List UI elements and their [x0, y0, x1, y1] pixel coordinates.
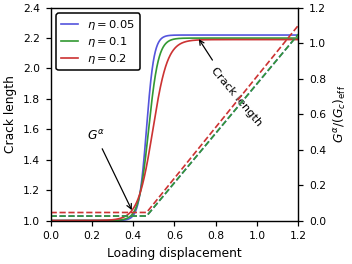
$\eta = 0.1$ [291, 36, 296, 40]
Line: $\eta = 0.1$: $\eta = 0.1$ [51, 38, 298, 220]
Y-axis label: Crack length: Crack length [4, 75, 17, 153]
Text: $G^\alpha$: $G^\alpha$ [87, 129, 131, 209]
$\eta = 0.05$ [144, 139, 148, 142]
$\eta = 0.1$ [265, 36, 269, 40]
$\eta = 0.2$ [296, 38, 300, 41]
$\eta = 0.05$ [77, 219, 81, 222]
$\eta = 0.2$ [154, 107, 158, 110]
$\eta = 0.05$ [291, 34, 296, 37]
X-axis label: Loading displacement: Loading displacement [107, 247, 242, 260]
$\eta = 0.05$ [154, 46, 158, 50]
$\eta = 0.2$ [77, 219, 81, 222]
$\eta = 0.2$ [291, 38, 296, 41]
$\eta = 0.1$ [144, 155, 148, 158]
$\eta = 0.1$ [49, 219, 53, 222]
Text: Crack length: Crack length [200, 40, 264, 128]
Line: $\eta = 0.05$: $\eta = 0.05$ [51, 35, 298, 220]
Line: $\eta = 0.2$: $\eta = 0.2$ [51, 40, 298, 220]
$\eta = 0.1$ [154, 68, 158, 71]
$\eta = 0.05$ [282, 34, 287, 37]
$\eta = 0.05$ [296, 34, 300, 37]
$\eta = 0.05$ [49, 219, 53, 222]
$\eta = 0.2$ [144, 169, 148, 173]
$\eta = 0.05$ [265, 34, 269, 37]
$\eta = 0.1$ [77, 219, 81, 222]
Y-axis label: $G^\alpha/(G_c)_{\mathrm{eff}}$: $G^\alpha/(G_c)_{\mathrm{eff}}$ [332, 85, 348, 143]
$\eta = 0.1$ [296, 36, 300, 40]
$\eta = 0.1$ [92, 219, 96, 222]
$\eta = 0.05$ [92, 219, 96, 222]
$\eta = 0.2$ [265, 38, 269, 41]
Legend: $\eta = 0.05$, $\eta = 0.1$, $\eta = 0.2$: $\eta = 0.05$, $\eta = 0.1$, $\eta = 0.2… [56, 13, 140, 70]
$\eta = 0.2$ [92, 219, 96, 222]
$\eta = 0.2$ [49, 219, 53, 222]
